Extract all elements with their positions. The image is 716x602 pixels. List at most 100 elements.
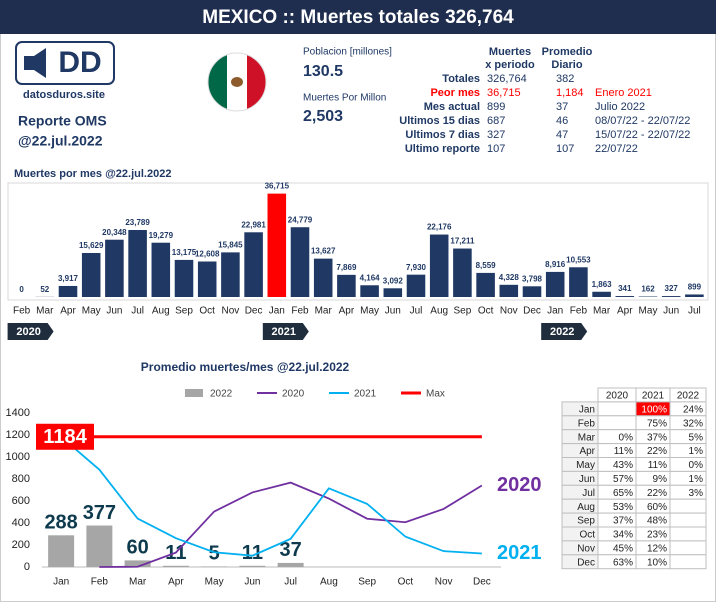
x-tick-label: Aug [430, 306, 448, 317]
bar-value-label: 20,348 [102, 228, 127, 237]
table-row-label: May [576, 460, 595, 471]
max-callout-label: 1184 [43, 426, 87, 448]
bar-value-label: 17,211 [450, 237, 475, 246]
header-title: MEXICO :: Muertes totales 326,764 [202, 7, 514, 28]
legend-label: 2022 [210, 389, 233, 400]
summary-cell: 46 [556, 115, 568, 127]
avg-bar [48, 535, 75, 567]
x-tick-label: Jan [269, 306, 285, 317]
table-cell-text: 37% [613, 516, 633, 527]
y-tick-label: 1000 [6, 451, 30, 463]
bar [406, 274, 426, 297]
bar [151, 242, 171, 297]
table-row-label: Aug [577, 502, 595, 513]
bar [197, 261, 217, 297]
summary-header: Diario [551, 59, 582, 71]
summary-header: x periodo [485, 59, 535, 71]
bar [383, 288, 403, 297]
x-tick-label: Nov [222, 306, 240, 317]
report-source: Reporte OMS [18, 113, 107, 129]
table-cell-text: 57% [613, 474, 633, 485]
bar [81, 252, 101, 297]
table-cell [669, 498, 707, 514]
summary-header: Promedio [542, 46, 593, 58]
table-cell-text: 0% [689, 460, 704, 471]
table-row-label: Dec [577, 557, 595, 568]
table-cell [669, 526, 707, 542]
year-label: 2022 [550, 326, 574, 338]
bar-value-label: 162 [641, 285, 655, 294]
table-cell-text: 63% [613, 557, 633, 568]
table-header: 2022 [677, 391, 700, 402]
header-bar [0, 0, 716, 34]
table-cell-text: 10% [647, 557, 667, 568]
bar-value-label: 52 [40, 285, 49, 294]
table-cell [669, 540, 707, 556]
summary-row-label: Ultimos 7 dias [405, 129, 480, 141]
series-line [99, 481, 483, 568]
bar-value-label: 3,917 [58, 274, 79, 283]
line-chart-title: Promedio muertes/mes @22.jul.2022 [141, 360, 350, 374]
bar [476, 272, 495, 297]
bar [685, 294, 704, 297]
x-tick-label: May [360, 306, 379, 317]
bar [569, 267, 588, 297]
table-cell-text: 12% [647, 543, 667, 554]
avg-bar-label: 11 [242, 542, 263, 564]
stat-value: 2,503 [303, 108, 343, 125]
x-tick-label: Apr [168, 577, 184, 588]
bar-value-label: 3,092 [383, 276, 404, 285]
legend-label: 2021 [354, 389, 377, 400]
table-row-label: Sep [577, 516, 595, 527]
bar-value-label: 24,779 [288, 215, 313, 224]
x-tick-label: Jan [547, 306, 563, 317]
stat-label: Muertes Por Millon [303, 93, 386, 104]
year-tag [541, 323, 588, 340]
x-tick-label: Jun [106, 306, 122, 317]
summary-cell: 15/07/22 - 22/07/22 [595, 129, 690, 141]
x-tick-label: May [205, 577, 224, 588]
table-row-label: Jul [582, 488, 595, 499]
summary-cell: 37 [556, 101, 568, 113]
bar-value-label: 23,789 [125, 218, 150, 227]
avg-bar-label: 60 [127, 537, 149, 559]
series-end-label: 2021 [497, 542, 542, 564]
table-cell-text: 1% [689, 446, 704, 457]
table-cell-text: 1% [689, 474, 704, 485]
bar-value-label: 8,559 [476, 261, 497, 270]
flag-emblem [231, 77, 243, 87]
legend-label: Max [426, 389, 445, 400]
table-cell-text: 9% [653, 474, 668, 485]
summary-cell: 382 [556, 73, 574, 85]
y-tick-label: 1200 [6, 429, 30, 441]
bar [267, 193, 287, 297]
logo-mark: DD [58, 46, 101, 79]
table-cell-text: 11% [648, 460, 667, 471]
avg-bar [201, 566, 228, 567]
bar-value-label: 0 [19, 285, 24, 294]
summary-cell: 22/07/22 [595, 143, 638, 155]
x-tick-label: Jun [385, 306, 401, 317]
flag-red [247, 53, 266, 111]
table-row-label: Oct [579, 530, 595, 541]
avg-bar [162, 565, 189, 567]
x-tick-label: Sep [454, 306, 472, 317]
logo-site: datosduros.site [23, 89, 105, 101]
bar-value-label: 15,629 [79, 241, 104, 250]
legend-swatch [185, 389, 203, 397]
x-tick-label: Sep [175, 306, 193, 317]
bar-value-label: 8,916 [545, 260, 566, 269]
x-tick-label: Mar [129, 577, 147, 588]
x-tick-label: Feb [570, 306, 588, 317]
x-tick-label: Jul [688, 306, 701, 317]
y-tick-label: 800 [12, 473, 30, 485]
year-tag [7, 323, 54, 340]
year-label: 2020 [16, 326, 40, 338]
y-tick-label: 400 [12, 517, 30, 529]
bar [522, 286, 542, 297]
x-tick-label: Mar [36, 306, 54, 317]
x-tick-label: Mar [315, 306, 333, 317]
bar-value-label: 12,608 [195, 250, 220, 259]
bar-value-label: 22,176 [427, 223, 452, 232]
